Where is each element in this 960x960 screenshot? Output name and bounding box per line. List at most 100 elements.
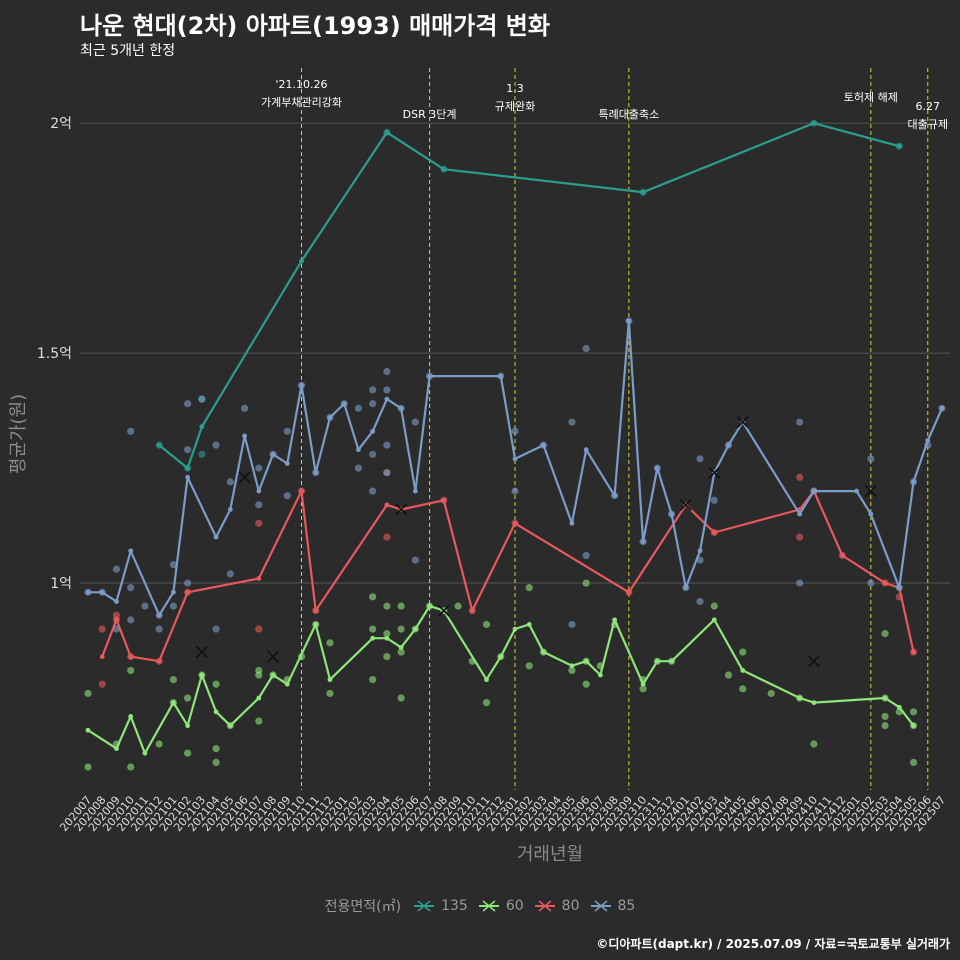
event-label: 6.27 대출규제 bbox=[908, 100, 948, 131]
line-point bbox=[327, 677, 333, 683]
line-point bbox=[284, 461, 290, 466]
data-point bbox=[511, 427, 519, 435]
data-point bbox=[383, 630, 391, 638]
legend-label: 85 bbox=[617, 898, 636, 914]
line-point bbox=[626, 589, 632, 595]
data-point bbox=[369, 625, 377, 633]
line-point bbox=[512, 456, 518, 462]
data-point bbox=[354, 464, 363, 472]
line-point bbox=[839, 553, 845, 558]
line-point bbox=[199, 424, 205, 430]
line-point bbox=[384, 129, 390, 135]
data-point bbox=[383, 602, 391, 610]
line-point bbox=[911, 649, 916, 655]
line-point bbox=[398, 645, 404, 650]
data-point bbox=[582, 344, 590, 353]
data-point bbox=[155, 740, 163, 748]
line-point bbox=[882, 580, 888, 586]
line-point bbox=[156, 442, 162, 448]
line-point bbox=[882, 695, 888, 701]
data-point bbox=[796, 579, 804, 587]
line-point bbox=[711, 530, 717, 535]
legend-item-80: 80 bbox=[534, 898, 580, 914]
cross-marker bbox=[807, 655, 820, 668]
line-point bbox=[227, 723, 233, 729]
line-point bbox=[156, 612, 162, 618]
line-point bbox=[711, 617, 717, 623]
data-point bbox=[909, 708, 918, 716]
data-point bbox=[710, 496, 718, 504]
series-135 bbox=[155, 119, 903, 472]
cross-marker bbox=[679, 498, 692, 511]
line-point bbox=[811, 700, 817, 706]
data-point bbox=[696, 597, 704, 606]
line-point bbox=[114, 617, 119, 623]
cross-stroke bbox=[736, 416, 749, 429]
line-point bbox=[299, 488, 304, 494]
line-point bbox=[939, 405, 945, 411]
data-point bbox=[127, 666, 135, 675]
data-point bbox=[454, 602, 462, 610]
line-point bbox=[299, 382, 304, 388]
data-point bbox=[369, 676, 377, 684]
data-point bbox=[796, 418, 804, 426]
line-point bbox=[626, 318, 632, 324]
data-point bbox=[767, 689, 775, 698]
data-point bbox=[184, 694, 192, 702]
line-point bbox=[327, 415, 333, 420]
data-point bbox=[112, 625, 121, 633]
line-point bbox=[441, 166, 447, 172]
line-point bbox=[99, 654, 105, 660]
data-point bbox=[184, 400, 192, 408]
data-point bbox=[84, 689, 92, 698]
data-point bbox=[112, 565, 121, 573]
data-point bbox=[383, 441, 391, 449]
line-point bbox=[114, 746, 119, 752]
data-point bbox=[169, 561, 177, 569]
line-point bbox=[128, 714, 134, 719]
line-point bbox=[925, 438, 931, 443]
line-point bbox=[85, 589, 91, 595]
data-point bbox=[411, 556, 419, 564]
legend-item-135: 135 bbox=[413, 898, 468, 914]
cross-stroke bbox=[864, 485, 877, 498]
line-point bbox=[199, 672, 205, 678]
y-tick-label: 2억 bbox=[50, 116, 72, 132]
cross-stroke bbox=[195, 645, 208, 659]
data-point bbox=[482, 699, 491, 707]
data-point bbox=[127, 763, 135, 771]
axis-layer: 1억1.5억2억20200720200820200920201020201120… bbox=[8, 116, 948, 865]
data-point bbox=[810, 740, 818, 748]
line-point bbox=[185, 589, 191, 595]
line-point bbox=[256, 695, 262, 701]
line-point bbox=[128, 654, 134, 660]
cross-stroke bbox=[238, 471, 251, 484]
line-point bbox=[569, 663, 575, 669]
data-point bbox=[881, 630, 889, 638]
data-point bbox=[127, 616, 135, 624]
series-80 bbox=[98, 469, 918, 688]
line-point bbox=[669, 658, 674, 664]
data-point bbox=[397, 625, 405, 633]
event-label: 특례대출축소 bbox=[598, 108, 659, 121]
data-point bbox=[98, 625, 106, 633]
data-point bbox=[525, 584, 533, 592]
data-point bbox=[198, 395, 206, 403]
data-point bbox=[184, 446, 192, 454]
cross-stroke bbox=[266, 650, 280, 663]
series-line bbox=[88, 319, 944, 617]
data-point bbox=[226, 478, 234, 486]
grid-layer bbox=[80, 122, 950, 584]
chart-title: 나운 현대(2차) 아파트(1993) 매매가격 변화 bbox=[80, 12, 550, 40]
data-point bbox=[867, 579, 875, 587]
line-point bbox=[512, 520, 518, 526]
line-point bbox=[256, 576, 262, 581]
source-caption: ©디아파트(dapt.kr) / 2025.07.09 / 자료=국토교통부 실… bbox=[596, 937, 950, 951]
event-label: DSR 3단계 bbox=[403, 108, 457, 121]
line-point bbox=[640, 681, 646, 687]
data-point bbox=[240, 404, 249, 412]
line-point bbox=[156, 658, 162, 664]
cross-marker bbox=[736, 416, 749, 429]
line-point bbox=[911, 479, 916, 485]
